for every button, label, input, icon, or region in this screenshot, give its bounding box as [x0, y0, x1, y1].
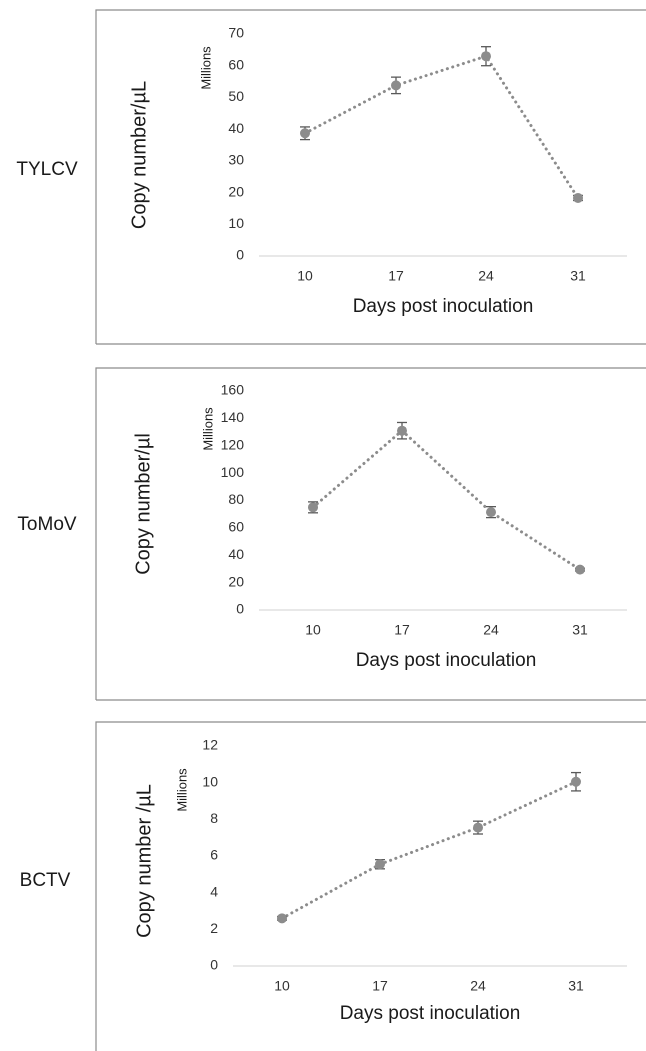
- row-label: TYLCV: [16, 159, 78, 180]
- y-tick-label: 100: [221, 464, 245, 480]
- data-point: [473, 822, 483, 833]
- chart-panel-bctv: BCTV Copy number /µL Millions Days post ino…: [20, 721, 646, 1051]
- y-axis-label: Copy number/µL: [128, 81, 150, 229]
- series-line: [280, 780, 578, 920]
- y-tick-label: 50: [228, 88, 244, 104]
- y-axis-label: Copy number/µl: [132, 433, 154, 575]
- y-tick-label: 160: [221, 382, 245, 398]
- x-tick-label: 10: [305, 622, 321, 638]
- x-tick-label: 10: [274, 978, 290, 994]
- data-point: [391, 80, 401, 91]
- data-point: [481, 51, 491, 62]
- data-point: [575, 564, 585, 575]
- y-tick-label: 8: [210, 810, 218, 826]
- x-tick-label: 10: [297, 268, 313, 284]
- panel-frame: [95, 367, 646, 701]
- x-tick-label: 31: [570, 268, 586, 284]
- y-tick-label: 10: [202, 773, 218, 789]
- data-point: [571, 776, 581, 787]
- x-tick-label: 31: [572, 622, 588, 638]
- x-tick-label: 24: [470, 978, 486, 994]
- y-tick-label: 80: [228, 491, 244, 507]
- chart-panel-tylcv: TYLCV Copy number/µL Millions Days post ino…: [16, 9, 646, 345]
- series-line: [303, 54, 580, 200]
- y-tick-label: 6: [210, 847, 218, 863]
- x-tick-label: 17: [394, 622, 410, 638]
- y-tick-label: 12: [202, 737, 218, 753]
- x-axis-label: Days post inoculation: [353, 296, 534, 317]
- y-tick-label: 0: [236, 601, 244, 617]
- y-tick-label: 40: [228, 120, 244, 136]
- x-tick-label: 31: [568, 978, 584, 994]
- y-tick-label: 2: [210, 920, 218, 936]
- data-point: [375, 859, 385, 870]
- y-units-label: Millions: [198, 46, 213, 90]
- y-tick-label: 60: [228, 56, 244, 72]
- y-tick-label: 140: [221, 409, 245, 425]
- series-line: [311, 428, 582, 572]
- y-tick-label: 10: [228, 215, 244, 231]
- x-tick-label: 17: [388, 268, 404, 284]
- y-tick-label: 120: [221, 436, 245, 452]
- y-tick-label: 0: [236, 247, 244, 263]
- panel-frame: [95, 721, 646, 1051]
- row-label: ToMoV: [17, 514, 76, 535]
- data-point: [277, 913, 287, 924]
- chart-panel-tomov: ToMoV Copy number/µl Millions Days post ino…: [17, 367, 646, 701]
- y-tick-label: 70: [228, 25, 244, 41]
- data-point: [308, 502, 318, 513]
- y-tick-label: 30: [228, 152, 244, 168]
- x-axis-label: Days post inoculation: [340, 1003, 521, 1024]
- data-point: [397, 425, 407, 436]
- row-label: BCTV: [20, 870, 71, 891]
- data-point: [573, 192, 583, 203]
- y-units-label: Millions: [174, 768, 189, 812]
- y-tick-label: 20: [228, 183, 244, 199]
- data-point: [300, 128, 310, 139]
- x-tick-label: 17: [372, 978, 388, 994]
- y-tick-label: 20: [228, 573, 244, 589]
- x-axis-label: Days post inoculation: [356, 650, 537, 671]
- panel-frame: [95, 9, 646, 345]
- x-tick-label: 24: [478, 268, 494, 284]
- x-tick-label: 24: [483, 622, 499, 638]
- y-tick-label: 40: [228, 546, 244, 562]
- y-units-label: Millions: [200, 407, 215, 451]
- y-tick-label: 60: [228, 519, 244, 535]
- y-axis-label: Copy number /µL: [133, 784, 155, 938]
- data-point: [486, 507, 496, 518]
- y-tick-label: 0: [210, 957, 218, 973]
- y-tick-label: 4: [210, 883, 218, 899]
